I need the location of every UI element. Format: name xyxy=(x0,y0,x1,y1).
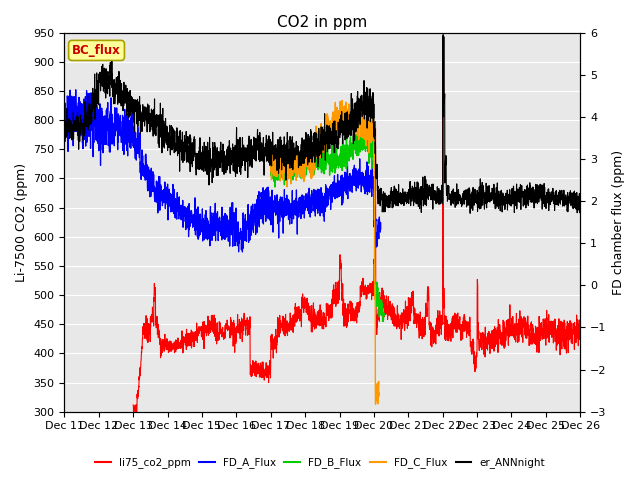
Title: CO2 in ppm: CO2 in ppm xyxy=(277,15,367,30)
Y-axis label: FD chamber flux (ppm): FD chamber flux (ppm) xyxy=(612,150,625,295)
Y-axis label: Li-7500 CO2 (ppm): Li-7500 CO2 (ppm) xyxy=(15,163,28,282)
Legend: li75_co2_ppm, FD_A_Flux, FD_B_Flux, FD_C_Flux, er_ANNnight: li75_co2_ppm, FD_A_Flux, FD_B_Flux, FD_C… xyxy=(91,453,549,472)
Text: BC_flux: BC_flux xyxy=(72,44,121,57)
